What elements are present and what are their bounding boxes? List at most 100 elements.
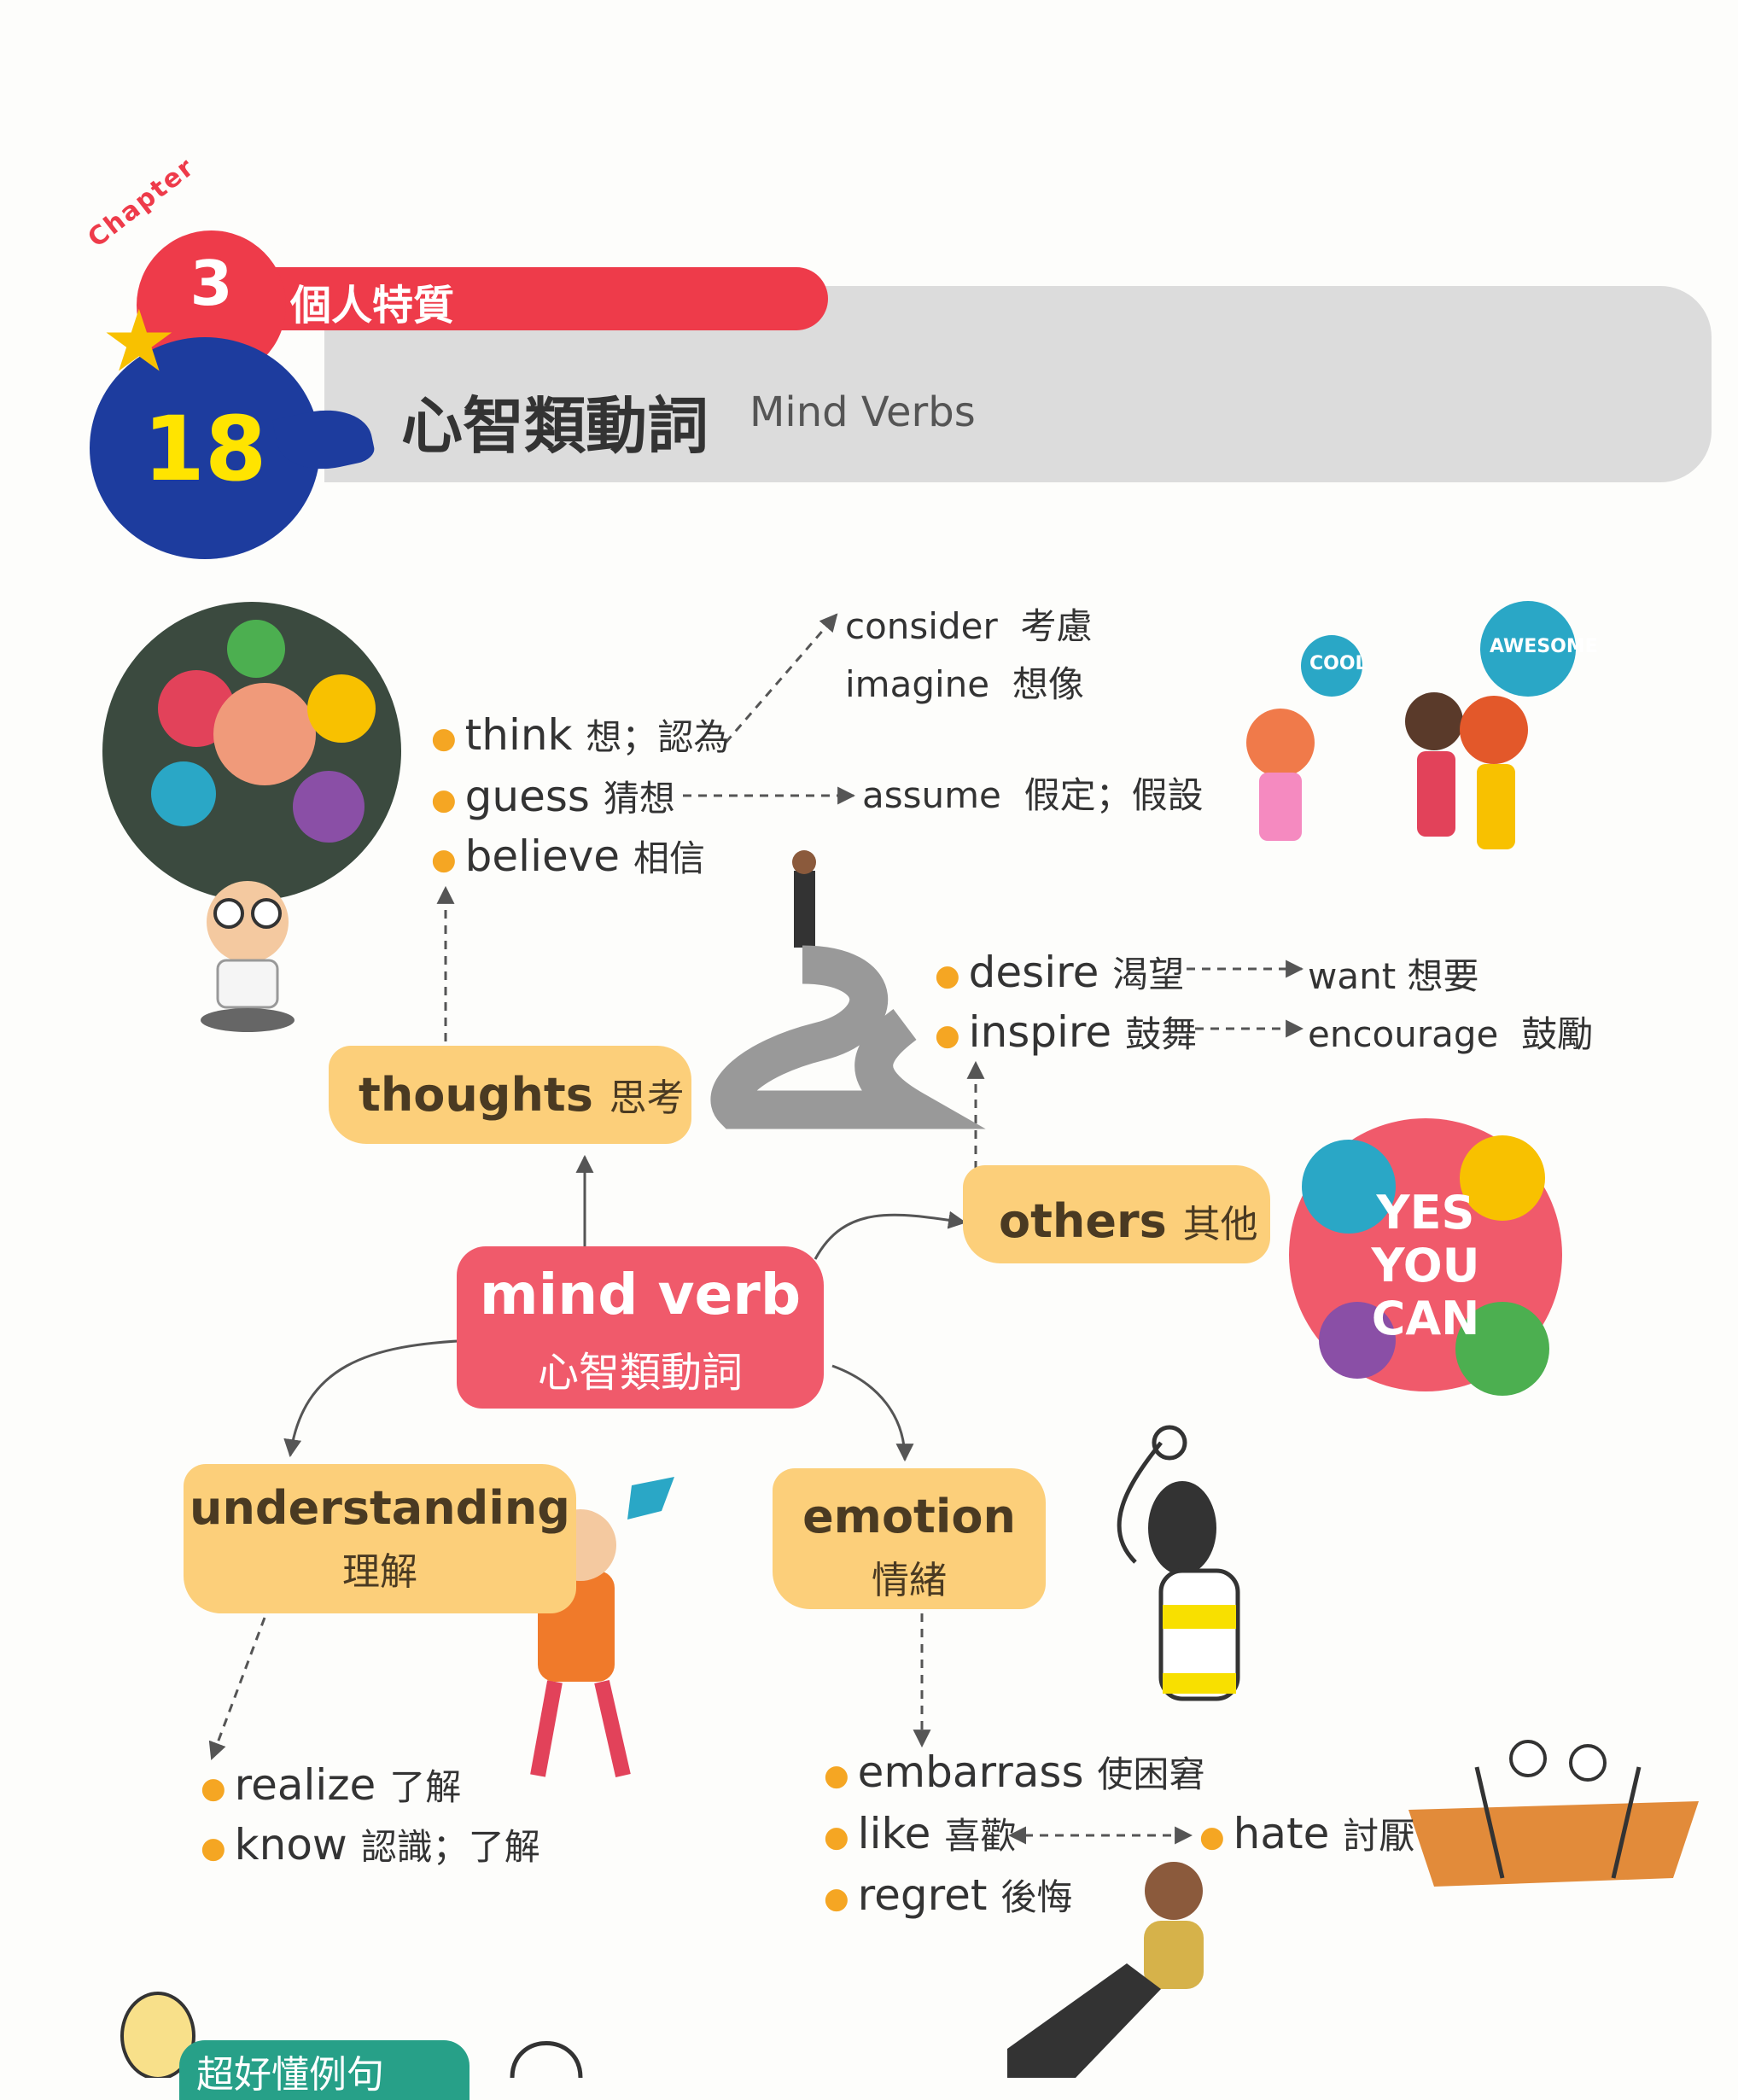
word-en: realize [234, 1760, 376, 1810]
center-node-title: mind verb [479, 1262, 802, 1327]
lesson-title: 心智類動詞 [401, 390, 709, 462]
emotion-label-en: emotion [802, 1490, 1016, 1543]
question-road-illustration [710, 850, 986, 1129]
word-assume: assume 假定；假設 [862, 767, 1204, 819]
chapter-title: 個人特質 [290, 282, 455, 330]
word-en: regret [857, 1870, 988, 1920]
word-en: guess [464, 772, 590, 821]
word-embarrass: ● embarrass 使困窘 [824, 1746, 1204, 1798]
others-node-label: others 其他 [999, 1193, 1258, 1248]
brain-cluster-illustration [102, 602, 401, 1032]
connector-think-consider [724, 613, 838, 744]
bullet-icon: ● [824, 1758, 849, 1793]
lesson-number: 18 [143, 397, 267, 501]
poster-line: CAN [1371, 1292, 1480, 1345]
bullet-icon: ● [431, 782, 457, 817]
poster-line: YES [1376, 1186, 1475, 1240]
bullet-icon: ● [824, 1819, 849, 1854]
word-inspire: ● inspire 鼓舞 [935, 1006, 1197, 1058]
others-label-zh: 其他 [1182, 1203, 1258, 1246]
bullet-icon: ● [431, 720, 457, 755]
awesome-bubble-text: AWESOME [1490, 636, 1598, 657]
word-zh: 想要 [1407, 955, 1479, 997]
poster-line: YOU [1371, 1239, 1480, 1292]
thoughts-node [329, 1046, 691, 1144]
word-zh: 認識；了解 [360, 1826, 540, 1868]
word-zh: 考慮 [1020, 605, 1093, 647]
thoughts-label-en: thoughts [359, 1068, 593, 1122]
word-en: assume [862, 774, 1001, 816]
thoughts-node-label: thoughts 思考 [359, 1067, 685, 1122]
word-zh: 想；認為 [586, 716, 730, 758]
example-sentence-label: 超好懂例句 [196, 2053, 384, 2097]
word-en: encourage [1308, 1013, 1499, 1055]
word-en: consider [845, 605, 998, 647]
word-guess: ● guess 猜想 [431, 770, 675, 822]
bullet-icon: ● [1199, 1819, 1225, 1854]
word-regret: ● regret 後悔 [824, 1869, 1072, 1921]
word-en: desire [968, 948, 1099, 997]
word-zh: 喜歡 [944, 1815, 1017, 1857]
understanding-label-en: understanding [190, 1481, 570, 1535]
bullet-icon: ● [201, 1770, 226, 1805]
center-node [457, 1246, 824, 1409]
center-node-subtitle: 心智類動詞 [537, 1349, 743, 1397]
bullet-icon: ● [935, 958, 960, 993]
word-zh: 鼓舞 [1125, 1013, 1198, 1055]
word-zh: 討厭 [1343, 1815, 1415, 1857]
word-en: think [464, 710, 573, 760]
word-zh: 鼓勵 [1521, 1013, 1594, 1055]
word-believe: ● believe 相信 [431, 830, 705, 882]
word-zh: 了解 [389, 1766, 462, 1808]
word-en: want [1308, 955, 1397, 997]
chapter-banner [256, 267, 828, 330]
word-en: believe [464, 831, 621, 881]
word-want: want 想要 [1308, 948, 1479, 1000]
thoughts-label-zh: 思考 [609, 1076, 685, 1120]
word-think: ● think 想；認為 [431, 709, 729, 761]
sad-girl-illustration [1007, 1862, 1204, 2078]
word-en: inspire [968, 1007, 1112, 1057]
yes-you-can-poster-illustration [1289, 1118, 1562, 1396]
lesson-subtitle: Mind Verbs [749, 388, 976, 436]
bullet-icon: ● [824, 1881, 849, 1916]
canoe-illustration [1408, 1740, 1699, 1887]
word-imagine: imagine 想像 [845, 656, 1084, 708]
poster-text: YES YOU CAN [1366, 1187, 1485, 1345]
word-zh: 後悔 [1000, 1876, 1073, 1918]
connector-center-others [814, 1210, 967, 1260]
stretching-woman-illustration [1117, 1425, 1240, 1701]
emotion-label-zh: 情緒 [872, 1559, 947, 1602]
word-desire: ● desire 渴望 [935, 946, 1184, 998]
word-en: embarrass [857, 1747, 1084, 1797]
word-en: know [234, 1820, 347, 1870]
connector-center-emotion [831, 1364, 914, 1462]
word-zh: 想像 [1012, 663, 1084, 705]
kids-illustration [1246, 601, 1576, 849]
bullet-icon: ● [201, 1830, 226, 1865]
others-node [963, 1165, 1270, 1263]
bullet-icon: ● [935, 1018, 960, 1053]
bullet-icon: ● [431, 842, 457, 877]
chapter-number: 3 [190, 248, 233, 319]
word-en: hate [1233, 1809, 1330, 1858]
understanding-node [184, 1464, 576, 1613]
understanding-label-zh: 理解 [342, 1550, 417, 1594]
word-hate: ● hate 討厭 [1199, 1807, 1414, 1859]
connector-understanding-list [208, 1617, 266, 1760]
word-consider: consider 考慮 [845, 598, 1092, 650]
word-know: ● know 認識；了解 [201, 1818, 540, 1870]
others-label-en: others [999, 1194, 1167, 1248]
word-realize: ● realize 了解 [201, 1759, 461, 1811]
emotion-node [773, 1468, 1046, 1609]
star-icon: ★ [101, 291, 178, 391]
word-zh: 使困窘 [1097, 1753, 1205, 1795]
connector-center-understanding [283, 1339, 475, 1458]
word-zh: 相信 [633, 837, 705, 879]
word-zh: 渴望 [1112, 954, 1185, 995]
word-en: imagine [845, 663, 990, 705]
word-like: ● like 喜歡 [824, 1807, 1016, 1859]
cool-bubble-text: COOL [1309, 653, 1368, 674]
word-en: like [857, 1809, 931, 1858]
